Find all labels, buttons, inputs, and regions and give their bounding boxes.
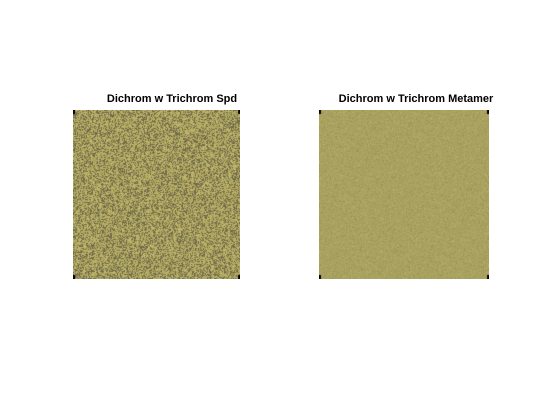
left-image-panel [73,110,240,279]
right-image-panel [319,110,489,279]
right-panel-title: Dichrom w Trichrom Metamer [338,93,494,105]
left-panel-title: Dichrom w Trichrom Spd [106,93,238,105]
